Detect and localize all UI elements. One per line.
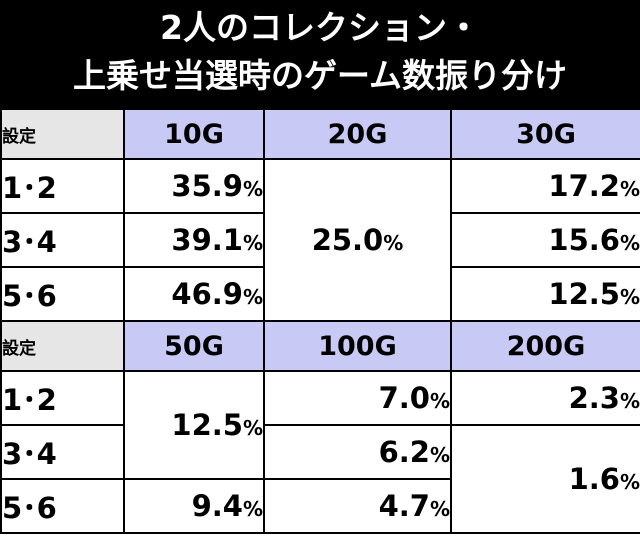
value-number: 35.9 — [171, 169, 243, 203]
value-cell: 12.5% — [450, 266, 640, 322]
value-number: 2.3 — [568, 381, 620, 415]
value-cell: 39.1% — [123, 212, 265, 268]
value-number: 12.5 — [548, 277, 620, 311]
value-number: 12.5 — [171, 408, 243, 442]
table2-header-row: 設定 50G 100G 200G — [0, 320, 640, 372]
percent-sign: % — [429, 389, 450, 413]
percent-sign: % — [242, 285, 263, 309]
col-header-20g: 20G — [263, 108, 452, 160]
percent-sign: % — [619, 389, 640, 413]
table-row: 3･4 6.2% 1.6% — [0, 424, 640, 534]
value-number: 46.9 — [171, 277, 243, 311]
value-cell-merged: 12.5% — [123, 370, 265, 480]
value-cell: 9.4% — [123, 478, 265, 534]
setting-header: 設定 — [0, 320, 125, 372]
col-header-30g: 30G — [450, 108, 640, 160]
table-row: 3･4 39.1% 15.6% — [0, 212, 640, 268]
setting-label: 5･6 — [0, 478, 125, 534]
title-banner: 2人のコレクション・ 上乗せ当選時のゲーム数振り分け — [0, 0, 640, 108]
value-cell: 7.0% — [263, 370, 452, 426]
percent-sign: % — [242, 416, 263, 440]
table-row: 1･2 12.5% 7.0% 2.3% — [0, 370, 640, 480]
value-cell: 46.9% — [123, 266, 265, 322]
table-row: 1･2 35.9% 25.0% 17.2% — [0, 158, 640, 322]
percent-sign: % — [619, 231, 640, 255]
percent-sign: % — [242, 177, 263, 201]
value-cell-merged: 1.6% — [450, 424, 640, 534]
title-line-1: 2人のコレクション・ — [160, 8, 480, 47]
setting-label: 1･2 — [0, 158, 125, 214]
col-header-50g: 50G — [123, 320, 265, 372]
table-row: 5･6 9.4% 4.7% — [0, 478, 640, 534]
value-number: 4.7 — [378, 489, 430, 523]
table1-header-row: 設定 10G 20G 30G — [0, 108, 640, 160]
value-cell: 17.2% — [450, 158, 640, 214]
percent-sign: % — [619, 285, 640, 309]
percent-sign: % — [242, 497, 263, 521]
value-number: 25.0 — [311, 223, 384, 257]
percent-sign: % — [619, 470, 640, 494]
value-cell: 2.3% — [450, 370, 640, 426]
setting-label: 3･4 — [0, 212, 125, 268]
title-line-2: 上乗せ当選時のゲーム数振り分け — [72, 56, 567, 95]
percent-sign: % — [429, 497, 450, 521]
col-header-10g: 10G — [123, 108, 265, 160]
setting-label: 3･4 — [0, 424, 125, 480]
percent-sign: % — [619, 177, 640, 201]
setting-header: 設定 — [0, 108, 125, 160]
percent-sign: % — [383, 231, 404, 255]
col-header-200g: 200G — [450, 320, 640, 372]
setting-label: 1･2 — [0, 370, 125, 426]
value-cell: 35.9% — [123, 158, 265, 214]
value-number: 9.4 — [191, 489, 243, 523]
value-number: 15.6 — [548, 223, 620, 257]
percent-sign: % — [429, 443, 450, 467]
value-number: 6.2 — [378, 435, 430, 469]
table-row: 5･6 46.9% 12.5% — [0, 266, 640, 322]
distribution-table: 設定 10G 20G 30G 1･2 35.9% 25.0% 17.2% 3･4… — [0, 108, 640, 534]
value-cell: 6.2% — [263, 424, 452, 480]
percent-sign: % — [242, 231, 263, 255]
value-number: 7.0 — [378, 381, 430, 415]
value-cell: 4.7% — [263, 478, 452, 534]
value-number: 17.2 — [548, 169, 620, 203]
value-number: 39.1 — [171, 223, 243, 257]
setting-label: 5･6 — [0, 266, 125, 322]
value-cell-merged: 25.0% — [263, 158, 452, 322]
value-cell: 15.6% — [450, 212, 640, 268]
col-header-100g: 100G — [263, 320, 452, 372]
value-number: 1.6 — [568, 462, 620, 496]
